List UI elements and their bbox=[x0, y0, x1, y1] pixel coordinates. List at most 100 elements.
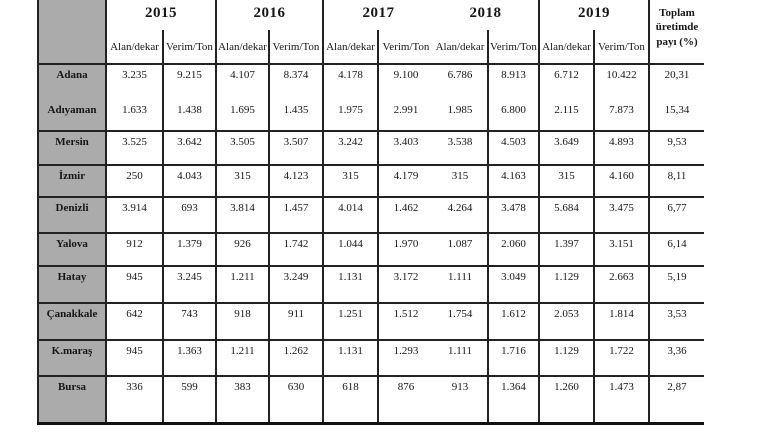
value-cell: 315 bbox=[433, 165, 488, 198]
city-cell: Hatay bbox=[37, 266, 107, 304]
value-cell: 4.163 bbox=[487, 165, 539, 198]
corner-cell bbox=[37, 0, 107, 65]
value-cell: 2.663 bbox=[593, 266, 649, 304]
total-share-cell: 3,36 bbox=[648, 340, 704, 377]
value-cell: 4.264 bbox=[433, 197, 488, 234]
value-cell: 2.991 bbox=[377, 100, 433, 132]
value-cell: 913 bbox=[433, 376, 488, 425]
value-cell: 2.060 bbox=[487, 233, 539, 267]
value-cell: 4.107 bbox=[215, 64, 269, 100]
value-cell: 3.245 bbox=[162, 266, 216, 304]
value-cell: 1.293 bbox=[377, 340, 433, 377]
value-cell: 1.438 bbox=[162, 100, 216, 132]
value-cell: 1.435 bbox=[268, 100, 323, 132]
subheader-verim: Verim/Ton bbox=[487, 30, 539, 65]
table-row: Mersin 3.525 3.642 3.505 3.507 3.242 3.403 3.53… bbox=[37, 131, 704, 166]
value-cell: 1.111 bbox=[433, 340, 488, 377]
value-cell: 1.473 bbox=[593, 376, 649, 425]
value-cell: 3.505 bbox=[215, 131, 269, 166]
value-cell: 1.044 bbox=[322, 233, 378, 267]
value-cell: 336 bbox=[106, 376, 163, 425]
total-share-cell: 6,77 bbox=[648, 197, 704, 234]
value-cell: 1.251 bbox=[322, 303, 378, 341]
subheader-alan: Alan/dekar bbox=[215, 30, 269, 65]
table-row: Yalova 912 1.379 926 1.742 1.044 1.970 1.087 2.0… bbox=[37, 233, 704, 267]
city-cell: Mersin bbox=[37, 131, 107, 166]
value-cell: 1.754 bbox=[433, 303, 488, 341]
value-cell: 3.538 bbox=[433, 131, 488, 166]
value-cell: 383 bbox=[215, 376, 269, 425]
value-cell: 599 bbox=[162, 376, 216, 425]
value-cell: 5.684 bbox=[538, 197, 594, 234]
value-cell: 1.742 bbox=[268, 233, 323, 267]
table-row: Adana 3.235 9.215 4.107 8.374 4.178 9.100 6.786… bbox=[37, 64, 704, 100]
value-cell: 4.160 bbox=[593, 165, 649, 198]
value-cell: 630 bbox=[268, 376, 323, 425]
value-cell: 3.478 bbox=[487, 197, 539, 234]
subheader-alan: Alan/dekar bbox=[538, 30, 594, 65]
value-cell: 618 bbox=[322, 376, 378, 425]
city-cell: Yalova bbox=[37, 233, 107, 267]
year-header-2019: 2019 bbox=[538, 0, 649, 30]
value-cell: 3.649 bbox=[538, 131, 594, 166]
value-cell: 4.503 bbox=[487, 131, 539, 166]
production-table: 2015 2016 2017 2018 2019 Toplam üretimde… bbox=[37, 0, 704, 425]
table-row: Adıyaman 1.633 1.438 1.695 1.435 1.975 2.991 1.… bbox=[37, 100, 704, 132]
value-cell: 1.716 bbox=[487, 340, 539, 377]
total-share-header: Toplam üretimde payı (%) bbox=[648, 0, 704, 65]
subheader-verim: Verim/Ton bbox=[377, 30, 433, 65]
value-cell: 3.914 bbox=[106, 197, 163, 234]
value-cell: 876 bbox=[377, 376, 433, 425]
value-cell: 4.179 bbox=[377, 165, 433, 198]
value-cell: 1.111 bbox=[433, 266, 488, 304]
value-cell: 1.260 bbox=[538, 376, 594, 425]
value-cell: 1.363 bbox=[162, 340, 216, 377]
value-cell: 3.235 bbox=[122, 69, 147, 81]
total-share-cell: 15,34 bbox=[648, 100, 704, 132]
value-cell: 9.100 bbox=[377, 64, 433, 100]
subheader-alan: Alan/dekar bbox=[106, 30, 163, 65]
value-cell: 1.364 bbox=[487, 376, 539, 425]
value-cell: 1.975 bbox=[322, 100, 378, 132]
subheader-alan: Alan/dekar bbox=[322, 30, 378, 65]
value-cell: 3.172 bbox=[377, 266, 433, 304]
city-cell: Çanakkale bbox=[37, 303, 107, 341]
value-cell: 10.422 bbox=[593, 64, 649, 100]
value-cell: 4.123 bbox=[268, 165, 323, 198]
total-share-cell: 9,53 bbox=[648, 131, 704, 166]
value-cell: 912 bbox=[106, 233, 163, 267]
value-cell: 1.512 bbox=[377, 303, 433, 341]
value-cell: 911 bbox=[268, 303, 323, 341]
total-share-cell: 8,11 bbox=[648, 165, 704, 198]
value-cell: 3.814 bbox=[215, 197, 269, 234]
value-cell: 1.262 bbox=[268, 340, 323, 377]
value-cell: 1.695 bbox=[215, 100, 269, 132]
value-cell: 7.873 bbox=[593, 100, 649, 132]
value-cell: 918 bbox=[215, 303, 269, 341]
value-cell: 6.800 bbox=[487, 100, 539, 132]
value-cell: 1.211 bbox=[215, 340, 269, 377]
table-row: Denizli 3.914 693 3.814 1.457 4.014 1.462 4.264… bbox=[37, 197, 704, 234]
value-cell: 1.131 bbox=[322, 340, 378, 377]
value-cell: 8.913 bbox=[487, 64, 539, 100]
value-cell: 4.178 bbox=[322, 64, 378, 100]
subheader-row: Alan/dekar Verim/Ton Alan/dekar Verim/To… bbox=[38, 30, 704, 65]
subheader-alan: Alan/dekar bbox=[433, 30, 488, 65]
value-cell: 3.642 bbox=[162, 131, 216, 166]
city-cell: Denizli bbox=[37, 197, 107, 234]
value-cell: 1.379 bbox=[162, 233, 216, 267]
city-cell: İzmir bbox=[37, 165, 107, 198]
value-cell: 3.507 bbox=[268, 131, 323, 166]
total-share-cell: 6,14 bbox=[648, 233, 704, 267]
value-cell: 1.722 bbox=[593, 340, 649, 377]
value-cell: 3.475 bbox=[593, 197, 649, 234]
value-cell: 3.249 bbox=[268, 266, 323, 304]
year-header-2016: 2016 bbox=[215, 0, 323, 30]
value-cell: 3.242 bbox=[322, 131, 378, 166]
value-cell: 8.374 bbox=[268, 64, 323, 100]
table-row: Hatay 945 3.245 1.211 3.249 1.131 3.172 1.111 3.… bbox=[37, 266, 704, 304]
value-cell: 926 bbox=[215, 233, 269, 267]
production-table-container: 2015 2016 2017 2018 2019 Toplam üretimde… bbox=[37, 0, 704, 425]
year-header-2018: 2018 bbox=[469, 5, 502, 21]
value-cell: 3.049 bbox=[487, 266, 539, 304]
